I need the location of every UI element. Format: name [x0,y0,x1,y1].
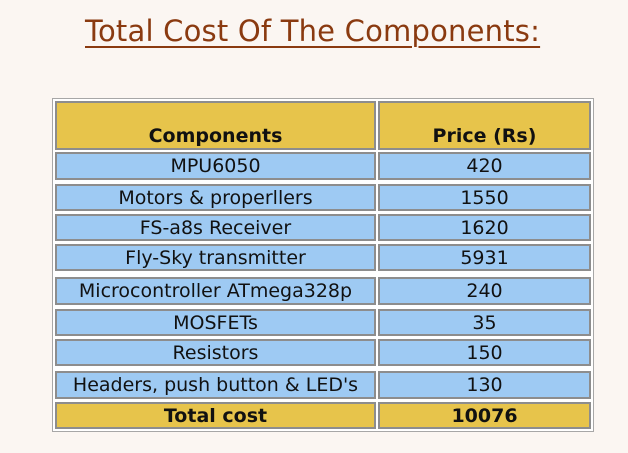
table-row-component: MOSFETs [55,309,376,336]
header-price: Price (Rs) [378,101,591,150]
total-label: Total cost [55,402,376,429]
total-value: 10076 [378,402,591,429]
table-row-price: 150 [378,339,591,366]
table-row-price: 240 [378,277,591,305]
table-row-component: MPU6050 [55,152,376,180]
table-row-price: 1620 [378,214,591,241]
table-row-component: Resistors [55,339,376,366]
table-row-price: 420 [378,152,591,180]
table-row-price: 5931 [378,244,591,271]
header-components: Components [55,101,376,150]
table-row-component: FS-a8s Receiver [55,214,376,241]
table-row-component: Fly-Sky transmitter [55,244,376,271]
components-cost-table: Components Price (Rs) MPU6050 420 Motors… [52,98,594,432]
table-row-price: 1550 [378,184,591,211]
table-row-price: 130 [378,371,591,399]
table-row-component: Headers, push button & LED's [55,371,376,399]
table-row-component: Microcontroller ATmega328p [55,277,376,305]
table-row-price: 35 [378,309,591,336]
table-row-component: Motors & properllers [55,184,376,211]
page-title: Total Cost Of The Components: [85,14,541,48]
